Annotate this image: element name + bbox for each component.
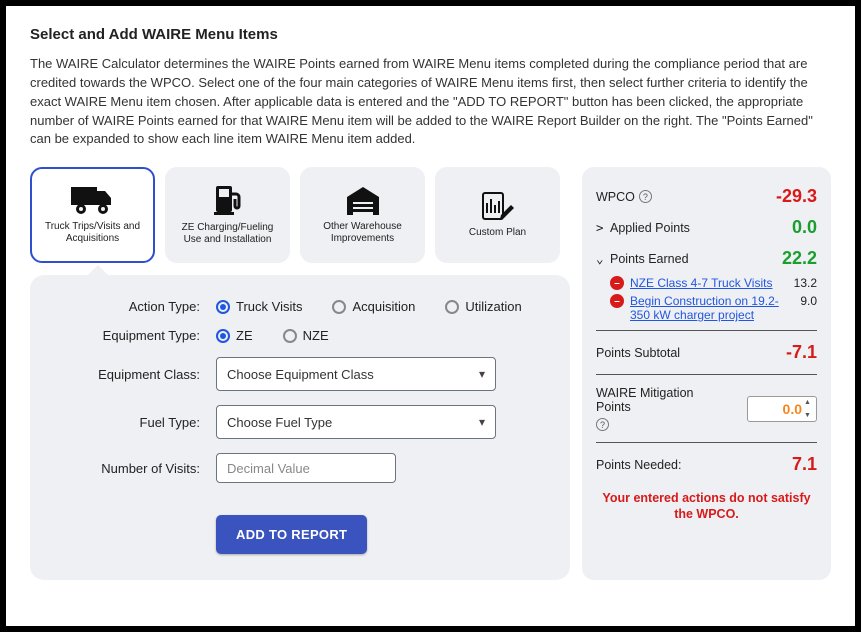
category-label: Other Warehouse Improvements [307, 221, 418, 246]
fuel-type-select[interactable]: Choose Fuel Type ▾ [216, 405, 496, 439]
mitigation-value: 0.0 [783, 401, 802, 417]
chevron-down-icon: ▾ [479, 367, 485, 381]
warning-message: Your entered actions do not satisfy the … [596, 490, 817, 523]
input-placeholder: Decimal Value [227, 461, 310, 476]
summary-panel: WPCO ? -29.3 > Applied Points 0.0 ⌄ Poin… [582, 167, 831, 580]
wpco-label: WPCO [596, 190, 635, 204]
radio-acquisition[interactable]: Acquisition [332, 299, 415, 314]
radio-label: ZE [236, 328, 253, 343]
radio-utilization[interactable]: Utilization [445, 299, 521, 314]
help-icon[interactable]: ? [596, 418, 609, 431]
select-value: Choose Equipment Class [227, 367, 374, 382]
applied-points-label: Applied Points [610, 221, 690, 235]
equipment-class-select[interactable]: Choose Equipment Class ▾ [216, 357, 496, 391]
fuel-type-label: Fuel Type: [56, 415, 216, 430]
mitigation-points-input[interactable]: 0.0 ▲▼ [747, 396, 817, 422]
help-icon[interactable]: ? [639, 190, 652, 203]
subtotal-label: Points Subtotal [596, 346, 680, 360]
subtotal-value: -7.1 [786, 342, 817, 363]
equipment-class-label: Equipment Class: [56, 367, 216, 382]
form-panel: Action Type: Truck Visits Acquisition [30, 275, 570, 580]
chevron-down-icon: ▾ [479, 415, 485, 429]
radio-label: Truck Visits [236, 299, 302, 314]
main-row: Truck Trips/Visits and Acquisitions ZE C… [30, 167, 831, 580]
radio-dot-icon [332, 300, 346, 314]
category-custom-plan[interactable]: Custom Plan [435, 167, 560, 263]
waire-menu-panel: Select and Add WAIRE Menu Items The WAIR… [6, 6, 855, 626]
section-description: The WAIRE Calculator determines the WAIR… [30, 55, 831, 149]
category-cards: Truck Trips/Visits and Acquisitions ZE C… [30, 167, 570, 263]
remove-item-button[interactable]: – [610, 276, 624, 290]
fuel-pump-icon [212, 184, 244, 216]
radio-label: Acquisition [352, 299, 415, 314]
category-label: Custom Plan [469, 227, 526, 240]
earned-item-value: 9.0 [800, 294, 817, 308]
earned-item-link[interactable]: Begin Construction on 19.2-350 kW charge… [630, 294, 780, 322]
radio-dot-icon [283, 329, 297, 343]
earned-item-link[interactable]: NZE Class 4-7 Truck Visits [630, 276, 772, 290]
truck-icon [71, 185, 115, 215]
equipment-type-label: Equipment Type: [56, 328, 216, 343]
radio-nze[interactable]: NZE [283, 328, 329, 343]
category-label: Truck Trips/Visits and Acquisitions [38, 221, 147, 246]
points-earned-value: 22.2 [782, 248, 817, 269]
earned-item-value: 13.2 [794, 276, 817, 290]
category-warehouse-improvements[interactable]: Other Warehouse Improvements [300, 167, 425, 263]
radio-label: Utilization [465, 299, 521, 314]
divider [596, 330, 817, 331]
mitigation-label: WAIRE Mitigation Points [596, 386, 716, 414]
spinner-icon: ▲▼ [804, 399, 814, 419]
select-value: Choose Fuel Type [227, 415, 332, 430]
expand-applied-points[interactable]: > [596, 220, 606, 235]
action-type-label: Action Type: [56, 299, 216, 314]
divider [596, 442, 817, 443]
divider [596, 374, 817, 375]
radio-label: NZE [303, 328, 329, 343]
warehouse-icon [345, 185, 381, 215]
radio-dot-icon [445, 300, 459, 314]
radio-dot-icon [216, 300, 230, 314]
points-earned-label: Points Earned [610, 252, 689, 266]
radio-truck-visits[interactable]: Truck Visits [216, 299, 302, 314]
left-column: Truck Trips/Visits and Acquisitions ZE C… [30, 167, 570, 580]
category-ze-charging[interactable]: ZE Charging/Fueling Use and Installation [165, 167, 290, 263]
points-needed-label: Points Needed: [596, 458, 681, 472]
plan-icon [481, 191, 515, 221]
radio-dot-icon [216, 329, 230, 343]
applied-points-value: 0.0 [792, 217, 817, 238]
collapse-points-earned[interactable]: ⌄ [596, 251, 606, 266]
points-needed-value: 7.1 [792, 454, 817, 475]
wpco-value: -29.3 [776, 186, 817, 207]
num-visits-label: Number of Visits: [56, 461, 216, 476]
radio-ze[interactable]: ZE [216, 328, 253, 343]
num-visits-input[interactable]: Decimal Value [216, 453, 396, 483]
category-label: ZE Charging/Fueling Use and Installation [172, 222, 283, 247]
category-truck-trips[interactable]: Truck Trips/Visits and Acquisitions [30, 167, 155, 263]
section-title: Select and Add WAIRE Menu Items [30, 26, 831, 43]
add-to-report-button[interactable]: ADD TO REPORT [216, 515, 367, 554]
remove-item-button[interactable]: – [610, 294, 624, 308]
